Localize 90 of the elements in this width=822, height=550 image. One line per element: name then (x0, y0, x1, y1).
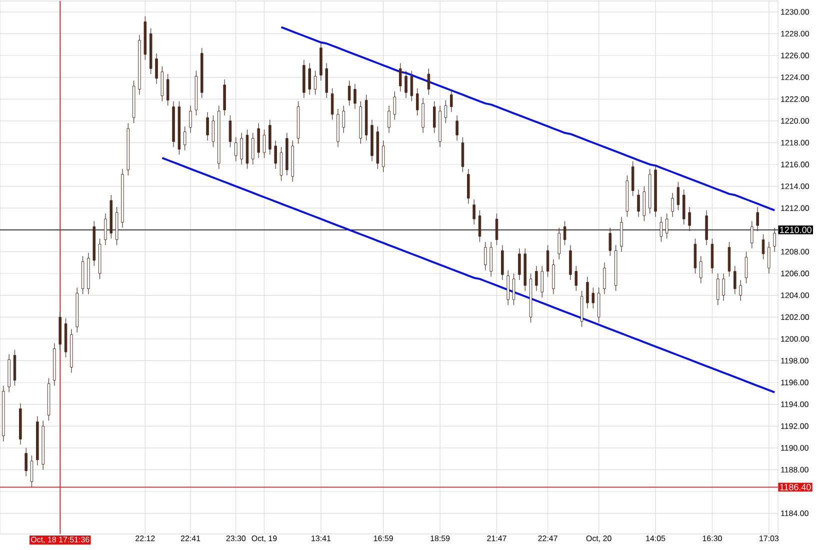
ref-line-label: 1186.40 (780, 484, 811, 490)
candlestick (189, 105, 192, 134)
candlestick (773, 227, 776, 252)
candlestick (432, 100, 436, 134)
candlestick (234, 136, 238, 162)
candlestick (501, 244, 504, 280)
candlestick (325, 62, 328, 98)
candlestick (710, 238, 714, 274)
candlestick (665, 213, 668, 239)
candlestick (490, 242, 492, 278)
candlestick (756, 206, 759, 232)
candlestick (722, 273, 725, 302)
candlestick (682, 189, 686, 225)
candlestick (478, 210, 482, 242)
candlestick (24, 448, 28, 477)
candlestick (348, 80, 351, 106)
candlestick (569, 244, 572, 280)
candlestick (422, 98, 424, 134)
candlestick (563, 220, 566, 246)
candlestick (592, 287, 595, 309)
candlestick (382, 140, 385, 172)
candlestick (552, 259, 555, 294)
candlestick (308, 62, 311, 96)
candlestick (546, 244, 550, 278)
candlestick (228, 115, 232, 148)
candlestick (166, 74, 170, 106)
candlestick (472, 199, 476, 225)
candlestick (330, 88, 334, 120)
candlestick (388, 105, 390, 134)
candlestick (314, 70, 317, 96)
candlestick (637, 189, 640, 218)
candlestick (212, 115, 215, 148)
candlestick (257, 122, 260, 158)
candlestick (620, 216, 623, 252)
candlestick (506, 270, 510, 306)
candlestick (642, 186, 646, 222)
candlestick (342, 105, 346, 134)
candlestick (427, 68, 430, 96)
candlestick (280, 146, 283, 182)
candlestick (398, 62, 402, 92)
candlestick (393, 91, 396, 120)
candlestick (739, 280, 742, 302)
candlestick (268, 120, 272, 155)
candlestick (688, 206, 691, 232)
candlestick (104, 213, 107, 246)
candlestick (608, 227, 612, 256)
candlestick (155, 53, 158, 84)
candlestick (467, 168, 470, 204)
candlestick (631, 160, 634, 196)
candlestick (416, 88, 419, 116)
candlestick (603, 262, 606, 294)
candlestick (734, 266, 736, 294)
candlestick (495, 213, 498, 246)
candlestick (262, 129, 266, 158)
candlestick (660, 216, 663, 242)
ref-line-label: 1210.00 (780, 226, 812, 234)
candlestick (676, 182, 680, 211)
candlestick (744, 251, 748, 284)
candlestick (30, 455, 34, 488)
candlestick (716, 273, 720, 306)
candlestick (206, 112, 209, 141)
candlestick (671, 192, 674, 218)
candlestick (750, 220, 754, 249)
candlestick (183, 126, 186, 151)
candlestick (768, 242, 770, 274)
candlestick (456, 115, 458, 141)
candlestick (512, 273, 516, 306)
candlestick (586, 276, 589, 309)
candlestick (700, 256, 702, 284)
candlestick (404, 70, 408, 98)
candlestick (354, 84, 356, 110)
candlestick (558, 227, 561, 260)
candlestick (518, 248, 521, 280)
candlestick (540, 266, 544, 298)
candlestick (252, 132, 254, 165)
candlestick (240, 132, 243, 165)
candlestick (597, 287, 600, 323)
candlestick (450, 88, 453, 112)
candlestick (535, 266, 538, 292)
candlestick (274, 140, 277, 170)
candlestick (762, 234, 765, 260)
candlestick (484, 242, 487, 271)
candlestick (728, 242, 731, 278)
candlestick (694, 238, 697, 274)
candlestick (410, 70, 414, 102)
candlestick (574, 266, 578, 292)
candlestick (705, 210, 708, 246)
candlestick (444, 100, 448, 124)
candlestick (160, 66, 164, 102)
candlestick (461, 136, 464, 172)
